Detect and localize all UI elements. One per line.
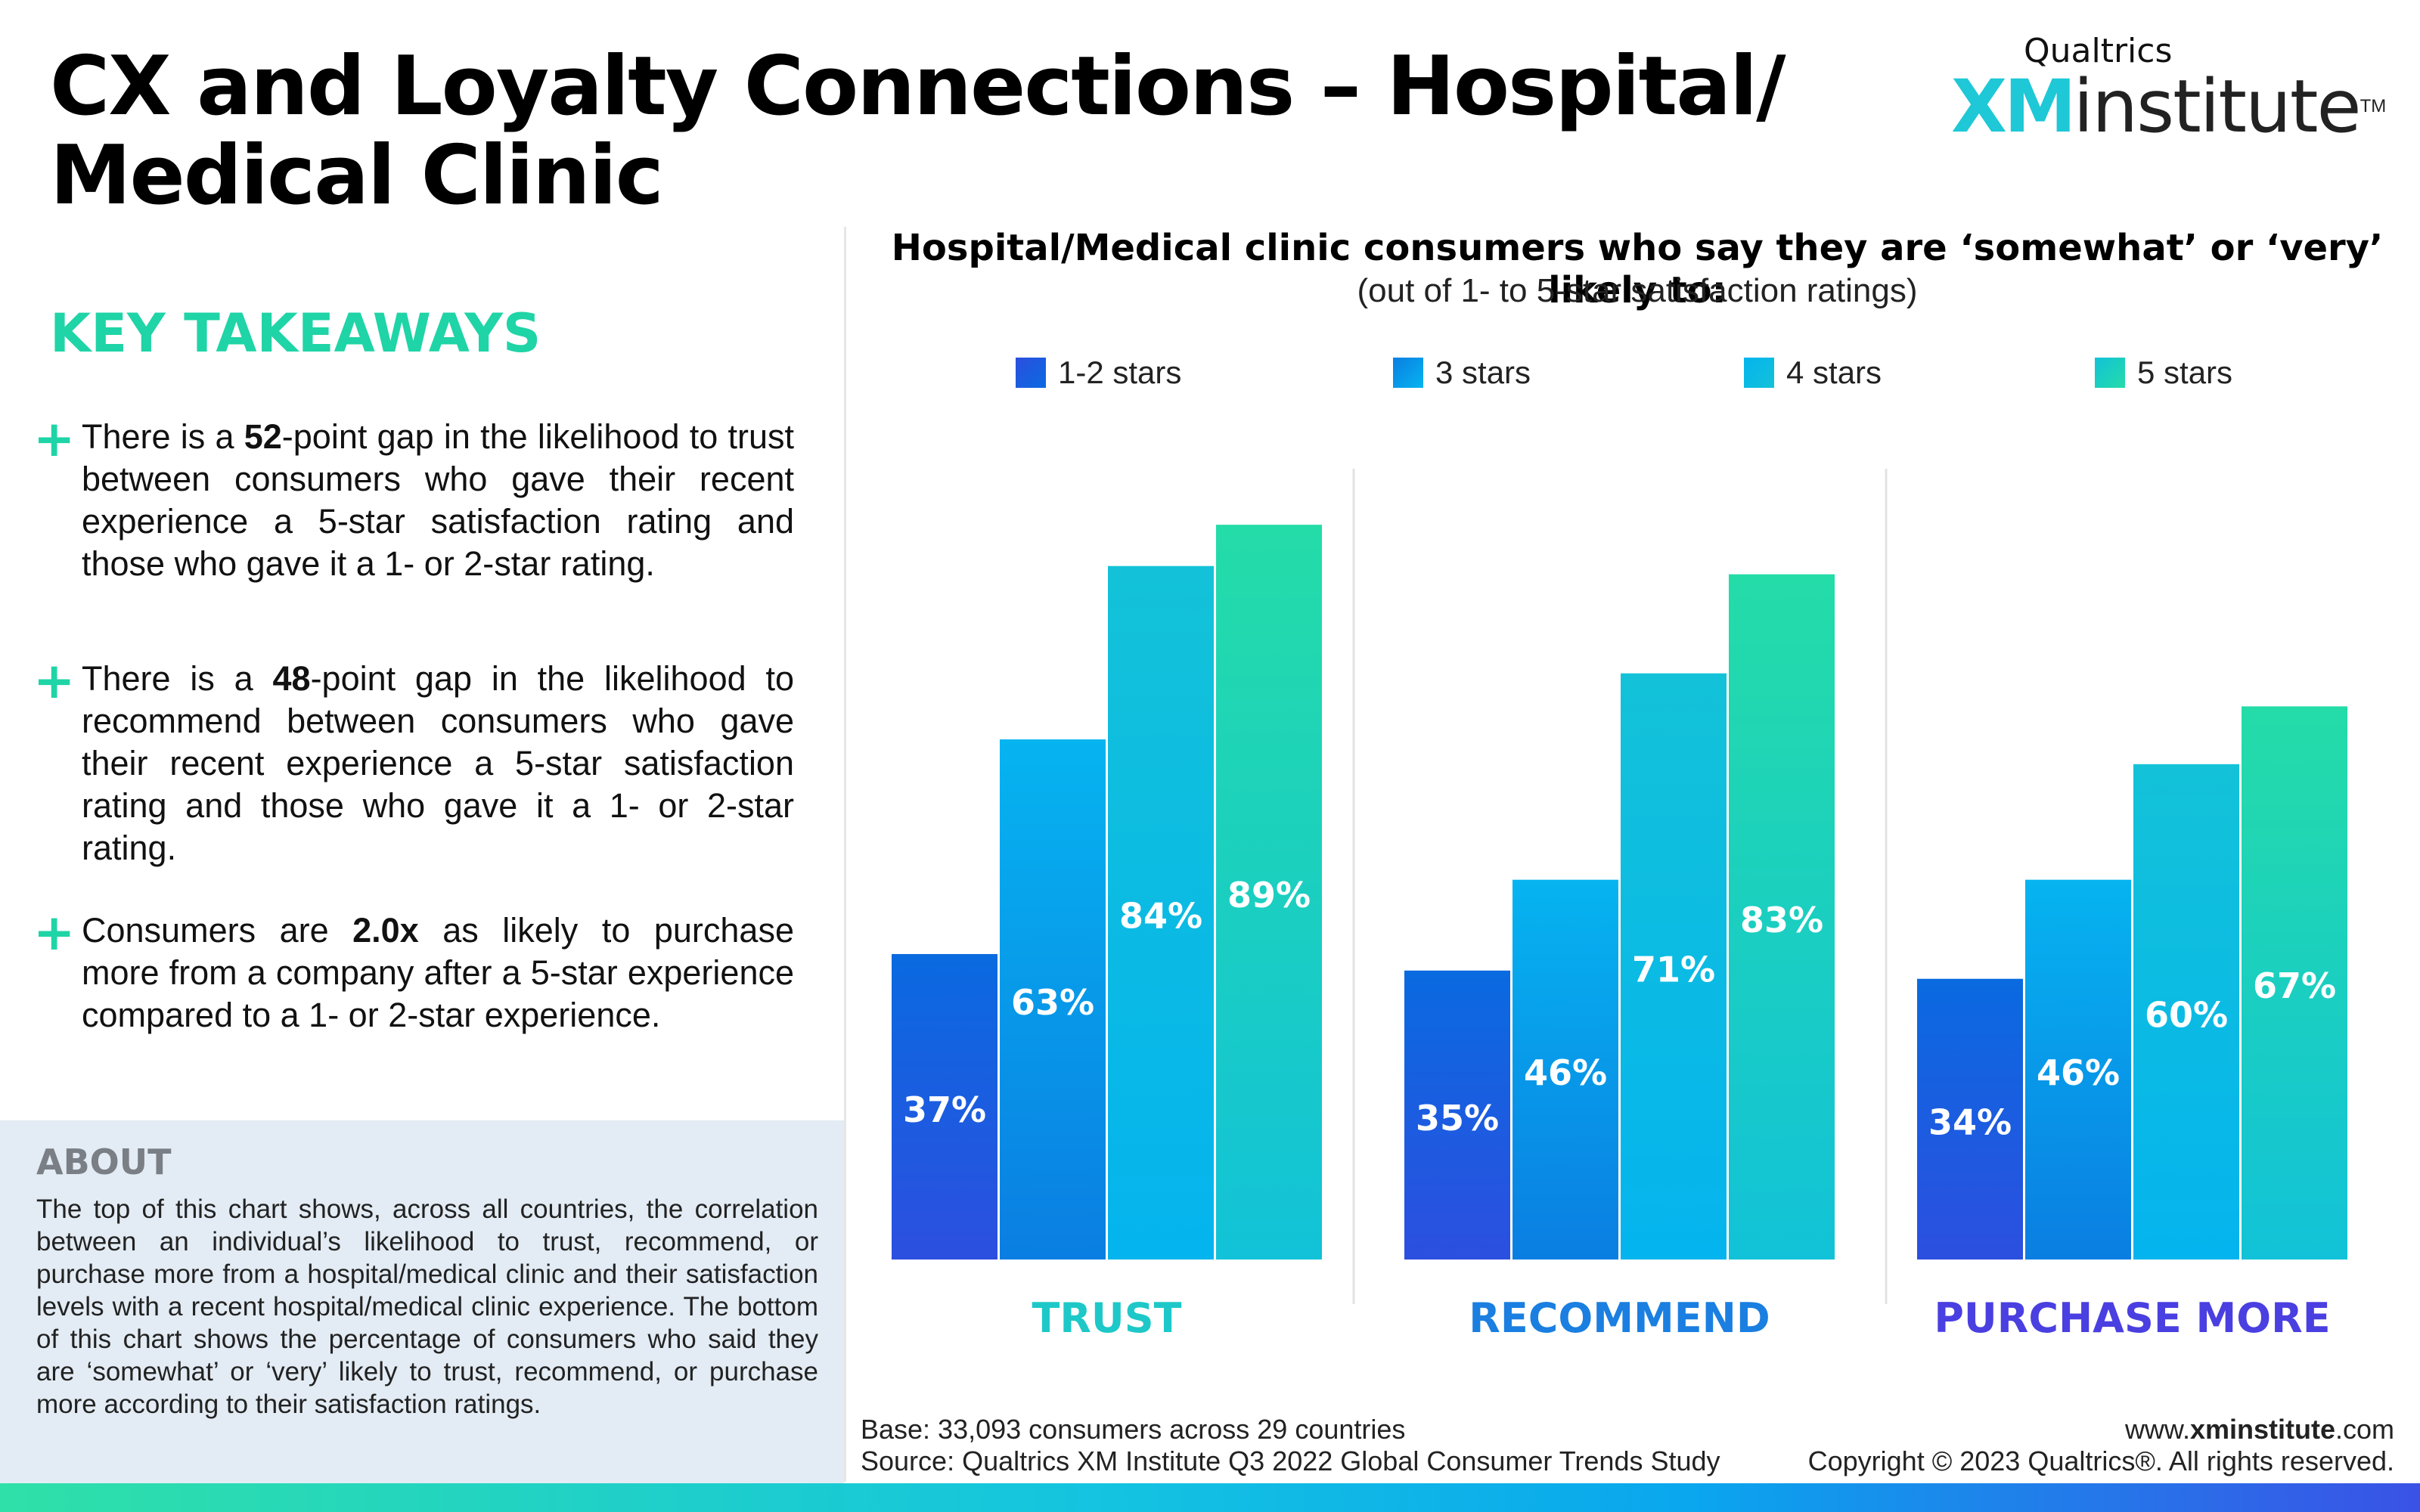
brand-institute-text: institute xyxy=(2073,64,2362,149)
bar-value-label: 46% xyxy=(2037,1052,2120,1093)
takeaway-text: Consumers are 2.0x as likely to purchase… xyxy=(82,911,794,1034)
bar-value-label: 35% xyxy=(1416,1098,1499,1139)
plus-icon: + xyxy=(33,903,76,962)
legend-item-4-stars: 4 stars xyxy=(1744,355,1882,390)
bar-value-label: 63% xyxy=(1011,982,1094,1023)
column-divider xyxy=(844,227,846,1482)
takeaway-text: There is a 48-point gap in the likelihoo… xyxy=(82,659,794,867)
footer-copyright: www.xminstitute.com Copyright © 2023 Qua… xyxy=(1808,1414,2394,1477)
brand-wordmark: XMinstituteTM xyxy=(1951,64,2386,170)
legend-item-1-2-stars: 1-2 stars xyxy=(1016,355,1181,390)
takeaway-item-recommend: + There is a 48-point gap in the likelih… xyxy=(33,652,794,869)
bar-trust-series-3 xyxy=(1216,525,1322,1259)
page-title: CX and Loyalty Connections – Hospital/ M… xyxy=(50,39,1786,223)
brand-logo: Qualtrics XMinstituteTM xyxy=(1951,30,2386,170)
bar-purchase-more-series-3 xyxy=(2242,706,2347,1259)
brand-qualtrics-text: Qualtrics xyxy=(2024,32,2173,70)
bar-value-label: 46% xyxy=(1524,1052,1607,1093)
category-label-purchase-more: PURCHASE MORE xyxy=(1934,1294,2330,1342)
takeaway-item-purchase: + Consumers are 2.0x as likely to purcha… xyxy=(33,903,794,1036)
legend-label: 5 stars xyxy=(2137,355,2233,390)
bar-value-label: 60% xyxy=(2145,994,2228,1035)
bar-recommend-series-0 xyxy=(1404,970,1510,1259)
bar-value-label: 83% xyxy=(1740,900,1823,940)
footer-copyright-text: Copyright © 2023 Qualtrics®. All rights … xyxy=(1807,1445,2394,1476)
footer-source-text: Source: Qualtrics XM Institute Q3 2022 G… xyxy=(861,1445,1720,1476)
bar-value-label: 84% xyxy=(1119,895,1202,936)
plus-icon: + xyxy=(33,652,76,710)
bar-recommend-series-1 xyxy=(1512,879,1618,1259)
bar-value-label: 34% xyxy=(1928,1101,2012,1142)
bar-trust-series-2 xyxy=(1108,565,1214,1259)
chart-subtitle: (out of 1- to 5-star satisfaction rating… xyxy=(1357,272,1918,309)
bottom-gradient-bar xyxy=(0,1483,2420,1512)
bar-value-label: 71% xyxy=(1632,949,1715,990)
category-label-recommend: RECOMMEND xyxy=(1469,1294,1770,1342)
bar-purchase-more-series-1 xyxy=(2025,879,2131,1259)
legend-swatch xyxy=(1744,358,1774,388)
takeaway-item-trust: + There is a 52-point gap in the likelih… xyxy=(33,410,794,585)
brand-tm-mark: TM xyxy=(2360,96,2387,116)
bar-trust-series-0 xyxy=(892,953,997,1259)
bar-value-label: 37% xyxy=(903,1089,986,1130)
chart-title: Hospital/Medical clinic consumers who sa… xyxy=(891,227,2384,311)
brand-xm-text: XM xyxy=(1951,64,2077,149)
plus-icon: + xyxy=(33,410,76,468)
bar-recommend-series-3 xyxy=(1729,574,1835,1259)
legend-item-3-stars: 3 stars xyxy=(1393,355,1531,390)
about-text: The top of this chart shows, across all … xyxy=(36,1194,818,1419)
bar-purchase-more-series-2 xyxy=(2133,764,2239,1259)
bar-recommend-series-2 xyxy=(1621,673,1727,1259)
key-takeaways-heading: KEY TAKEAWAYS xyxy=(50,302,541,364)
footer-source: Base: 33,093 consumers across 29 countri… xyxy=(861,1414,1720,1477)
about-panel: ABOUT The top of this chart shows, acros… xyxy=(0,1120,844,1485)
footer-website: www.xminstitute.com xyxy=(2124,1414,2394,1445)
bar-value-label: 67% xyxy=(2253,965,2336,1006)
legend-swatch xyxy=(1393,358,1423,388)
footer-base-text: Base: 33,093 consumers across 29 countri… xyxy=(861,1414,1406,1445)
legend-label: 4 stars xyxy=(1786,355,1882,390)
legend-swatch xyxy=(1016,358,1046,388)
legend-label: 1-2 stars xyxy=(1058,355,1182,390)
legend-swatch xyxy=(2095,358,2125,388)
category-label-trust: TRUST xyxy=(1032,1294,1182,1342)
takeaway-text: There is a 52-point gap in the likelihoo… xyxy=(82,417,794,583)
legend-label: 3 stars xyxy=(1435,355,1531,390)
bar-purchase-more-series-0 xyxy=(1917,978,2023,1259)
bar-value-label: 89% xyxy=(1227,875,1311,916)
legend-item-5-stars: 5 stars xyxy=(2095,355,2232,390)
bar-trust-series-1 xyxy=(1000,739,1106,1259)
about-heading: ABOUT xyxy=(36,1142,172,1182)
